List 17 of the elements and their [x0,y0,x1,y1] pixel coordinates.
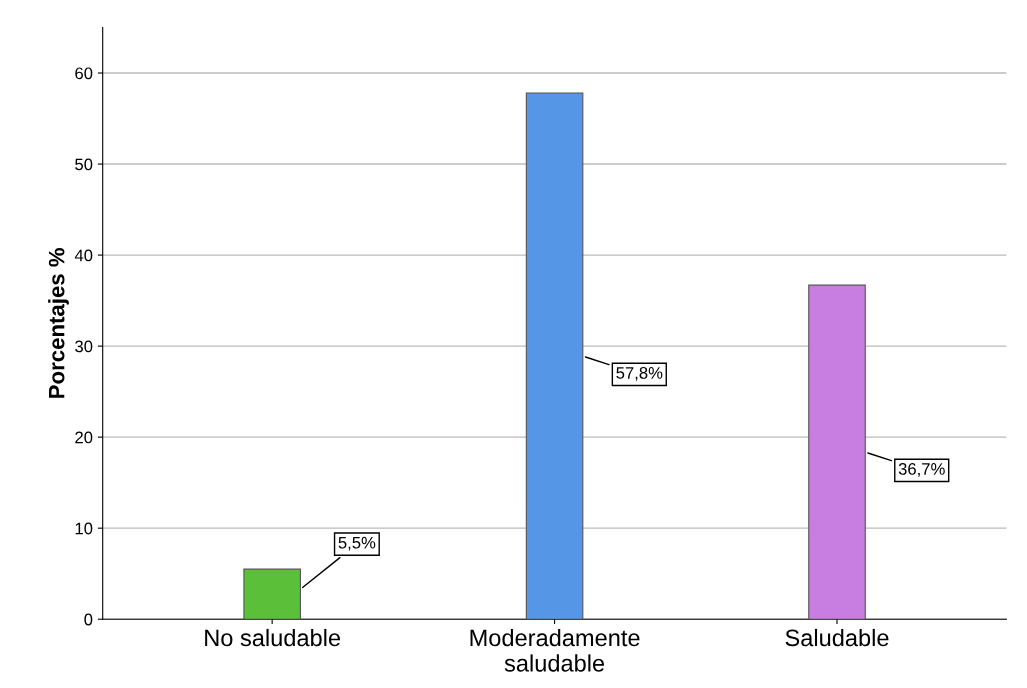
y-tick-label: 20 [75,431,93,444]
y-tick-label: 30 [75,340,93,353]
y-tick-label: 0 [84,613,93,626]
y-tick-label: 50 [75,158,93,171]
data-label: 5,5% [338,536,376,551]
y-tick-label: 10 [75,522,93,535]
x-tick-label: Moderadamente saludable [470,628,640,672]
x-tick-label: No saludable [205,628,341,647]
data-label: 57,8% [616,367,663,381]
y-tick-label: 60 [75,67,93,80]
bar [808,284,866,620]
bar [243,568,301,620]
data-label: 36,7% [898,463,945,477]
y-tick-label: 40 [74,249,93,262]
bar [525,92,584,620]
x-tick-label: Saludable [785,628,889,647]
y-axis-title: Porcentajes % [48,247,69,398]
